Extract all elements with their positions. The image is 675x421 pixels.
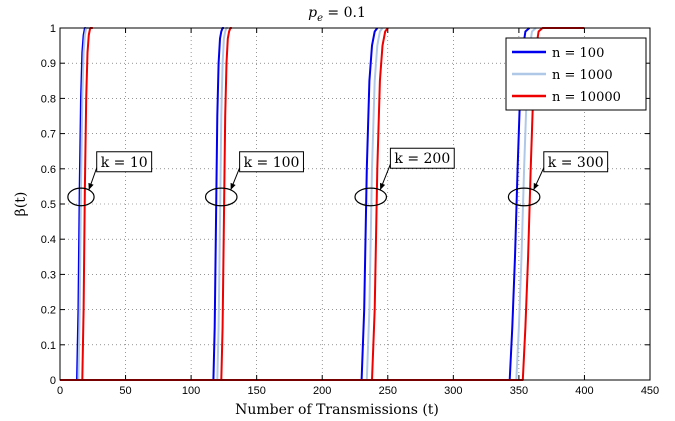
x-tick-label: 150 <box>247 385 265 397</box>
annotation-box-3 <box>389 147 455 169</box>
x-tick-label: 50 <box>119 385 131 397</box>
series-layer <box>60 27 585 381</box>
annotation-arrowhead-1 <box>88 182 94 190</box>
legend: n = 100 n = 1000 n = 10000 <box>505 37 647 111</box>
y-tick-label: 0 <box>50 375 56 387</box>
series-line-2-k300 <box>366 27 537 381</box>
y-tick-label: 0.4 <box>41 234 56 246</box>
series-line-2-k200 <box>217 27 384 381</box>
series-line-1-k300 <box>361 27 531 381</box>
annotation-arrowhead-2 <box>230 182 236 190</box>
annotation-label-3: k = 200 <box>394 151 450 167</box>
y-tick-label: 0.8 <box>41 93 56 105</box>
legend-label-2: n = 1000 <box>552 68 613 83</box>
chart-title: pe = 0.1 <box>308 5 366 24</box>
x-tick-label: 450 <box>641 385 659 397</box>
annotation-label-2: k = 100 <box>244 155 300 171</box>
annotation-ellipse-3 <box>354 187 388 207</box>
y-tick-label: 0.5 <box>41 199 56 211</box>
legend-label-3: n = 10000 <box>552 90 621 105</box>
annotation-arrowhead-3 <box>380 182 386 190</box>
annotation-label-4: k = 300 <box>548 155 604 171</box>
y-tick-label: 0.7 <box>41 129 56 141</box>
annotation-ellipse-1 <box>67 187 95 207</box>
series-line-3-k100 <box>82 27 232 381</box>
y-tick-label: 0.9 <box>41 58 56 70</box>
series-line-3-k300 <box>372 27 585 381</box>
annotations: k = 10 k = 100 k = 200 k = 300 <box>67 147 609 207</box>
annotation-ellipse-2 <box>204 187 238 207</box>
y-tick-label: 0.6 <box>41 164 56 176</box>
grid <box>60 28 650 380</box>
legend-label-1: n = 100 <box>552 46 604 61</box>
y-tick-label: 0.1 <box>41 340 56 352</box>
x-tick-label: 0 <box>57 385 63 397</box>
axes: 0 50 100 150 200 250 300 350 400 450 0 0.1 0.2 0.3 0.4… <box>41 23 659 397</box>
y-tick-label: 0.3 <box>41 269 56 281</box>
x-tick-label: 250 <box>379 385 397 397</box>
x-tick-label: 350 <box>510 385 528 397</box>
annotation-box-2 <box>239 151 304 173</box>
annotation-arrowhead-4 <box>533 182 539 190</box>
series-line-2-k100 <box>78 27 228 381</box>
x-tick-label: 200 <box>313 385 331 397</box>
series-line-1-k200 <box>213 27 379 381</box>
x-tick-label: 100 <box>182 385 200 397</box>
y-tick-label: 0.2 <box>41 305 56 317</box>
y-axis-title: β(t) <box>13 192 29 217</box>
y-tick-label: 1 <box>50 23 56 35</box>
annotation-ellipse-4 <box>507 187 541 207</box>
x-tick-label: 300 <box>444 385 462 397</box>
annotation-box-1 <box>96 151 153 173</box>
annotation-box-4 <box>543 151 609 173</box>
series-line-1-k100 <box>77 27 224 381</box>
annotation-label-1: k = 10 <box>101 155 148 171</box>
x-tick-label: 400 <box>575 385 593 397</box>
x-axis-title: Number of Transmissions (t) <box>235 402 439 418</box>
series-line-3-k200 <box>221 27 389 381</box>
